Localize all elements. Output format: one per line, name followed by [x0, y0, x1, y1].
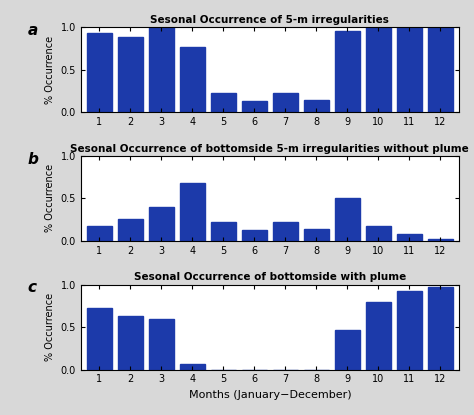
Bar [180, 364, 205, 370]
Y-axis label: % Occurrence: % Occurrence [45, 164, 55, 232]
Title: Sesonal Occurrence of bottomside with plume: Sesonal Occurrence of bottomside with pl… [134, 272, 406, 282]
Bar [397, 291, 422, 370]
Bar [87, 308, 112, 370]
Bar [304, 100, 329, 112]
Text: a: a [27, 23, 38, 38]
X-axis label: Months (January−December): Months (January−December) [189, 390, 351, 400]
Text: c: c [27, 280, 36, 295]
Bar [335, 32, 360, 112]
Bar [428, 239, 453, 241]
Text: b: b [27, 151, 38, 166]
Bar [149, 207, 173, 241]
Bar [242, 101, 267, 112]
Title: Sesonal Occurrence of bottomside 5-m irregularities without plume: Sesonal Occurrence of bottomside 5-m irr… [71, 144, 469, 154]
Bar [273, 222, 298, 241]
Bar [118, 316, 143, 370]
Bar [366, 27, 391, 112]
Title: Sesonal Occurrence of 5-m irregularities: Sesonal Occurrence of 5-m irregularities [150, 15, 389, 25]
Bar [180, 183, 205, 241]
Bar [211, 222, 236, 241]
Bar [87, 33, 112, 112]
Y-axis label: % Occurrence: % Occurrence [45, 36, 55, 104]
Bar [335, 198, 360, 241]
Bar [180, 47, 205, 112]
Bar [366, 302, 391, 370]
Bar [335, 330, 360, 370]
Bar [149, 27, 173, 112]
Bar [428, 27, 453, 112]
Bar [304, 229, 329, 241]
Bar [366, 226, 391, 241]
Bar [428, 287, 453, 370]
Bar [149, 320, 173, 370]
Bar [87, 226, 112, 241]
Bar [118, 219, 143, 241]
Bar [273, 93, 298, 112]
Bar [397, 234, 422, 241]
Bar [211, 93, 236, 112]
Y-axis label: % Occurrence: % Occurrence [45, 293, 55, 361]
Bar [242, 230, 267, 241]
Bar [118, 37, 143, 112]
Bar [397, 27, 422, 112]
